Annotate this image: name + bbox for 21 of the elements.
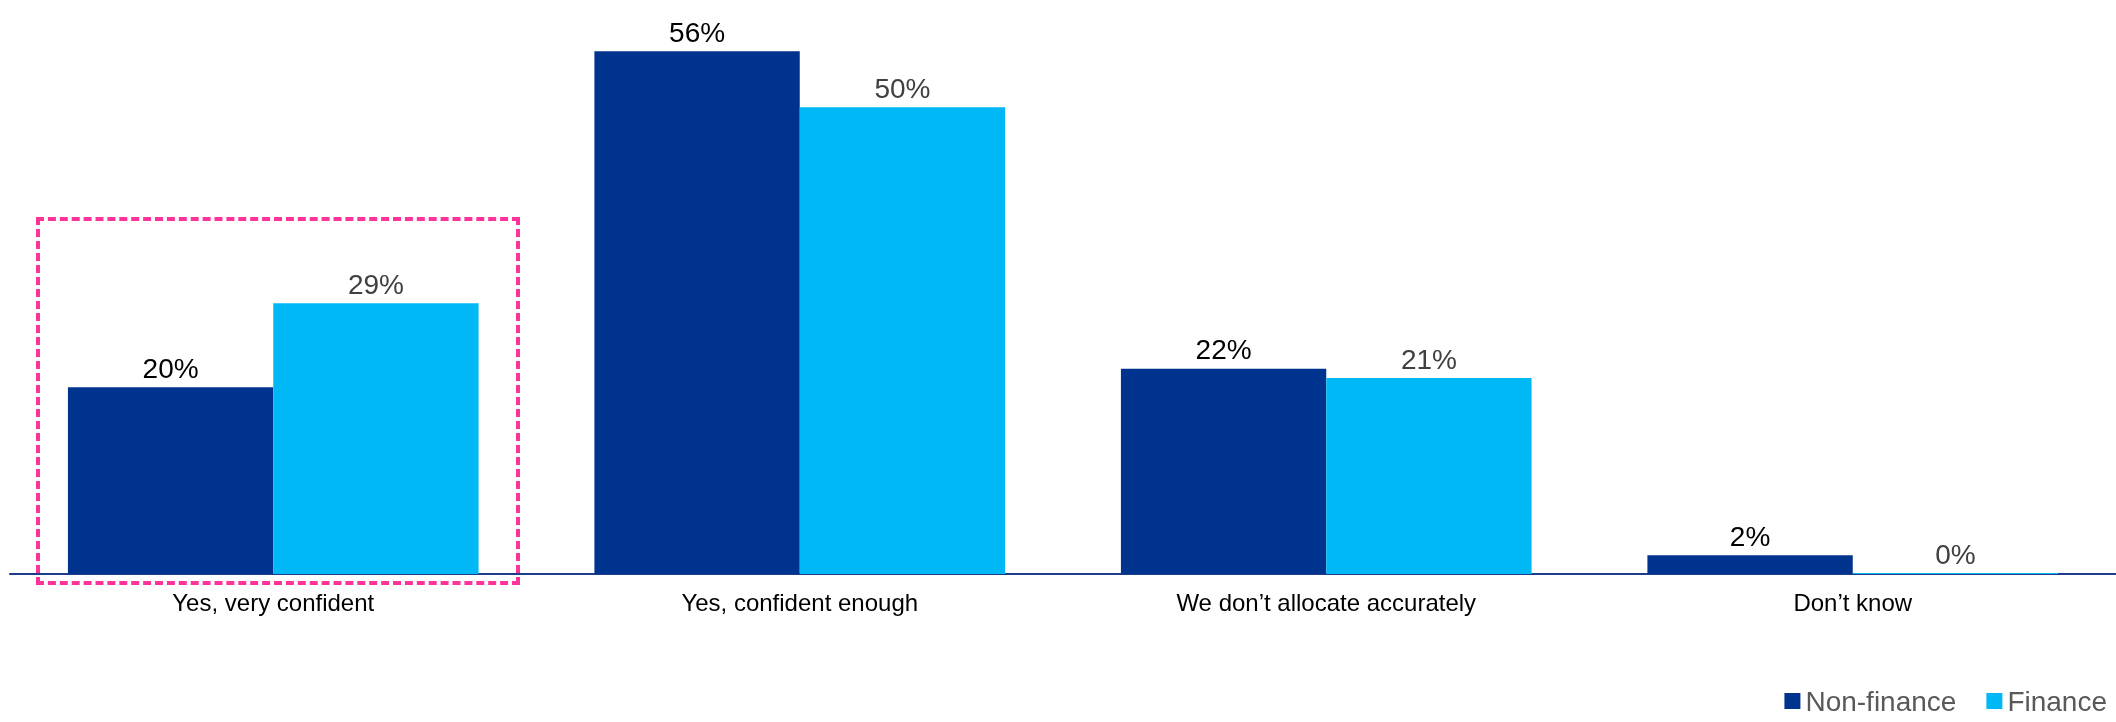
bar [1647,555,1853,574]
bar [594,51,800,574]
bar [273,303,479,574]
data-label: 29% [347,268,404,300]
x-tick-label: We don’t allocate accurately [1176,588,1477,616]
data-label: 50% [874,72,931,104]
bar [67,387,274,574]
bar [1120,368,1327,574]
x-tick-label: Yes, confident enough [681,588,919,616]
data-label: 20% [142,352,199,384]
data-label: 56% [669,16,726,48]
data-label: 22% [1195,334,1252,366]
bar [1326,378,1532,574]
data-label: 21% [1400,343,1457,375]
data-label: 2% [1729,520,1771,552]
x-tick-label: Don’t know [1793,588,1913,616]
legend-label: Finance [2007,685,2108,717]
legend-label: Non-finance [1805,685,1957,717]
bar [799,107,1006,574]
x-tick-label: Yes, very confident [172,588,375,616]
data-label: 0% [1935,538,1976,570]
